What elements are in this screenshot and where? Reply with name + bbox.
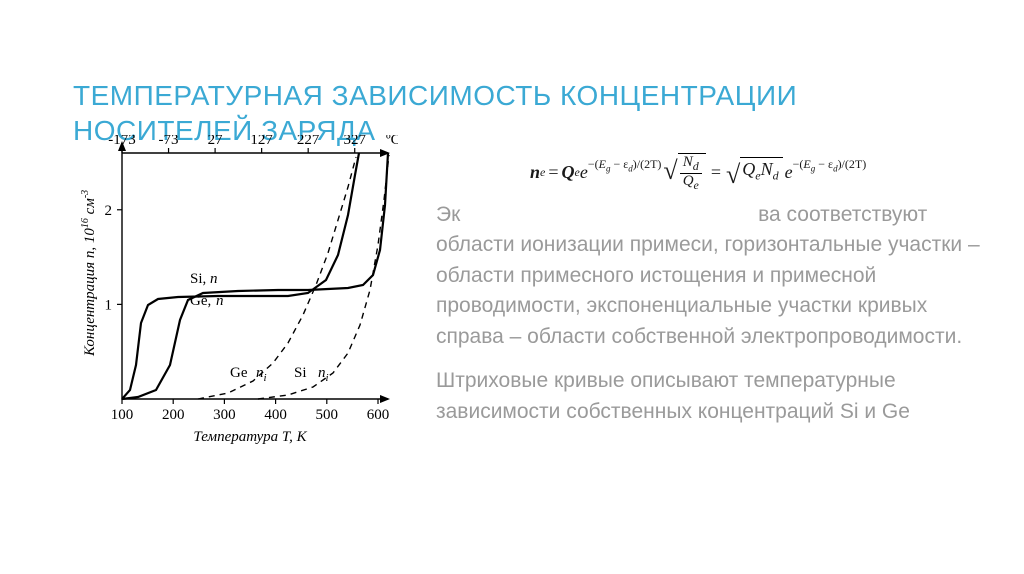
svg-text:227: 227 — [297, 135, 320, 148]
svg-text:Концентрация n, 1016 см-3: Концентрация n, 1016 см-3 — [80, 190, 98, 357]
p1-prefix: Эк — [436, 203, 461, 226]
svg-text:ºC: ºC — [386, 135, 398, 148]
svg-text:327: 327 — [343, 135, 366, 148]
svg-text:Температура T, К: Температура T, К — [193, 429, 307, 445]
chart-svg: 100 200 300 400 500 600 Температура T, К -173 -7… — [78, 135, 398, 465]
p1-rest: соответствуют области ионизации примеси,… — [436, 203, 980, 348]
svg-text:300: 300 — [213, 407, 236, 423]
svg-text:n: n — [210, 271, 218, 287]
svg-text:ni: ni — [256, 365, 267, 384]
paragraph-1: Экспериментальные участки слева соответс… — [436, 200, 981, 352]
svg-text:-73: -73 — [159, 135, 179, 148]
p1-gap-tail: ва — [758, 203, 781, 226]
svg-text:200: 200 — [162, 407, 185, 423]
svg-text:27: 27 — [208, 135, 224, 148]
svg-text:1: 1 — [105, 297, 113, 313]
svg-text:127: 127 — [250, 135, 273, 148]
svg-text:n: n — [216, 293, 224, 309]
svg-text:Ge: Ge — [230, 365, 248, 381]
svg-text:500: 500 — [316, 407, 339, 423]
formula: ne=Qee−(Eg − εd)/(2T) √ Nd Qe = √ QeNd e… — [530, 150, 970, 194]
svg-text:-173: -173 — [108, 135, 136, 148]
concentration-chart: 100 200 300 400 500 600 Температура T, К -173 -7… — [78, 135, 398, 465]
body-text: Экспериментальные участки слева соответс… — [436, 200, 981, 441]
svg-text:2: 2 — [105, 203, 113, 219]
svg-text:400: 400 — [264, 407, 287, 423]
svg-text:600: 600 — [367, 407, 390, 423]
svg-text:Si,: Si, — [190, 271, 206, 287]
svg-text:Ge,: Ge, — [190, 293, 211, 309]
svg-text:100: 100 — [111, 407, 134, 423]
paragraph-2: Штриховые кривые описывают температурные… — [436, 366, 981, 427]
svg-text:Si: Si — [294, 365, 307, 381]
svg-text:ni: ni — [318, 365, 329, 384]
